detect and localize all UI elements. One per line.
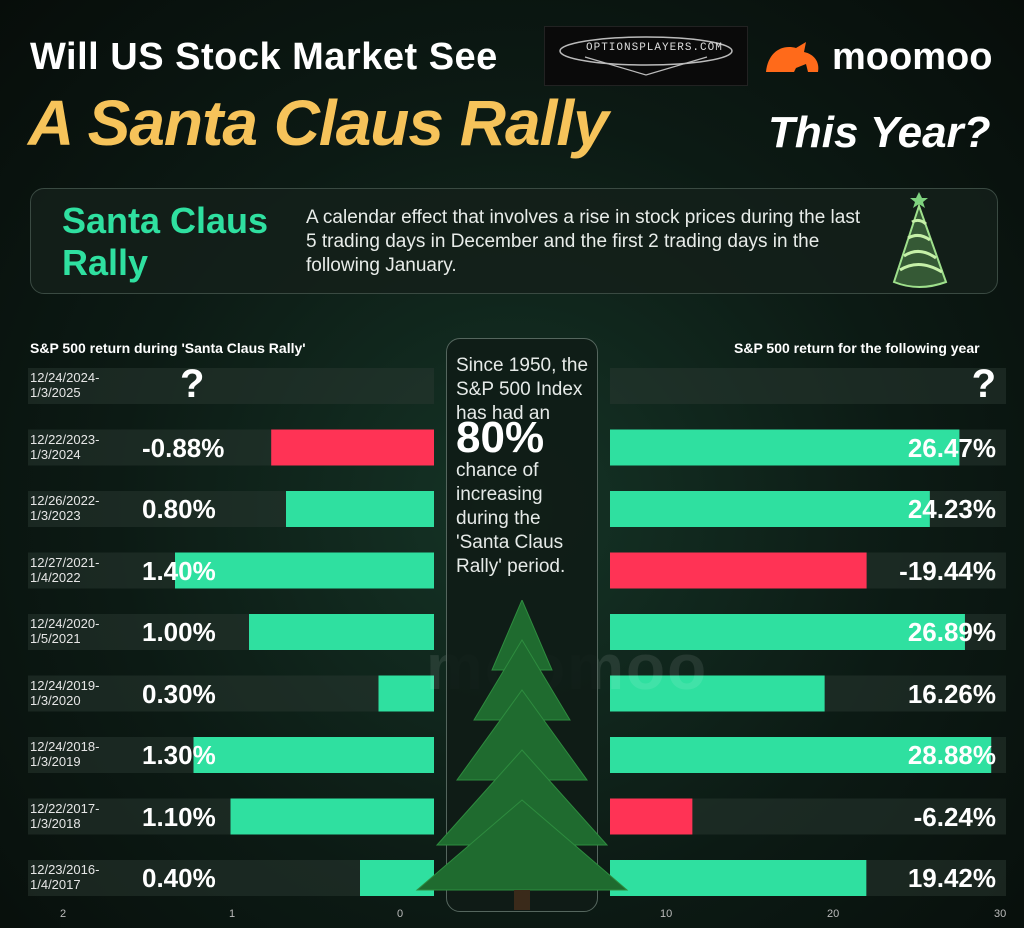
year-bar: [610, 860, 867, 896]
period-label: 12/24/2018- 1/3/2019: [30, 739, 99, 769]
rally-value-label: ?: [180, 362, 205, 406]
period-start: 12/24/2019-: [30, 677, 100, 693]
left-axis-label: S&P 500 return during 'Santa Claus Rally…: [30, 340, 306, 356]
period-start: 12/22/2023-: [30, 431, 100, 447]
period-end: 1/4/2022: [30, 569, 81, 585]
glass-tree-icon: [892, 192, 948, 288]
brand-logo: moomoo: [760, 36, 992, 79]
left-axis-tick: 0: [397, 908, 404, 920]
partner-logo-text: OPTIONSPLAYERS.COM: [586, 42, 723, 54]
period-end: 1/3/2020: [30, 692, 81, 708]
right-track: [610, 368, 1006, 404]
definition-box: [30, 188, 998, 294]
period-end: 1/3/2024: [30, 446, 81, 462]
period-label: 12/24/2019- 1/3/2020: [30, 678, 99, 708]
period-end: 1/3/2018: [30, 815, 81, 831]
rally-value-label: 0.30%: [142, 678, 216, 709]
period-label: 12/26/2022- 1/3/2023: [30, 493, 99, 523]
christmas-tree-icon: [415, 600, 629, 910]
year-value-label: -19.44%: [899, 555, 996, 586]
period-label: 12/27/2021- 1/4/2022: [30, 555, 99, 585]
right-axis-label: S&P 500 return for the following year: [734, 340, 980, 356]
rally-bar: [175, 552, 434, 589]
period-start: 12/24/2024-: [30, 370, 100, 385]
right-axis-tick: 10: [660, 908, 673, 920]
period-start: 12/26/2022-: [30, 493, 100, 508]
year-bar: [610, 429, 960, 466]
year-value-label: 24.23%: [907, 494, 996, 524]
title-line-2: A Santa Claus Rally: [28, 87, 609, 159]
left-track: [28, 368, 434, 404]
period-start: 12/22/2017-: [30, 800, 100, 816]
rally-value-label: 1.00%: [142, 617, 216, 647]
partner-logo-icon: [559, 36, 733, 76]
year-bar: [610, 798, 693, 835]
center-note: Since 1950, the S&P 500 Index has had an…: [456, 354, 594, 579]
rally-value-label: 0.40%: [142, 863, 216, 893]
center-note-pre: Since 1950, the S&P 500 Index has had an: [456, 355, 589, 424]
brand-name: moomoo: [832, 36, 993, 78]
year-value-label: ?: [971, 362, 996, 406]
center-note-post: chance of increasing during the 'Santa C…: [456, 460, 566, 577]
rally-bar: [378, 675, 434, 712]
period-start: 12/23/2016-: [30, 862, 100, 877]
period-end: 1/3/2019: [30, 754, 81, 769]
rally-bar: [230, 798, 434, 835]
title-line-1: Will US Stock Market See: [30, 36, 498, 78]
period-end: 1/3/2025: [30, 385, 81, 400]
year-value-label: 16.26%: [907, 678, 996, 709]
rally-bar: [193, 737, 434, 773]
rally-value-label: 0.80%: [142, 494, 216, 524]
period-label: 12/23/2016- 1/4/2017: [30, 862, 99, 892]
year-value-label: 19.42%: [907, 863, 996, 893]
partner-logo-box: [544, 26, 748, 86]
left-axis-tick: 1: [229, 908, 236, 920]
year-value-label: -6.24%: [913, 801, 996, 832]
year-bar: [610, 491, 930, 527]
year-value-label: 26.89%: [907, 617, 996, 647]
title-line-3: This Year?: [768, 108, 991, 157]
year-bar: [610, 614, 965, 650]
period-label: 12/22/2017- 1/3/2018: [30, 801, 99, 831]
period-label: 12/24/2024- 1/3/2025: [30, 370, 99, 400]
bull-icon: [766, 41, 819, 72]
period-start: 12/24/2018-: [30, 739, 100, 754]
rally-bar: [286, 491, 434, 527]
rally-value-label: 1.40%: [142, 555, 216, 586]
period-start: 12/27/2021-: [30, 554, 100, 570]
right-axis-tick: 20: [827, 908, 840, 920]
left-track: [28, 675, 434, 712]
rally-value-label: 1.10%: [142, 801, 216, 832]
definition-text: A calendar effect that involves a rise i…: [306, 207, 861, 276]
year-bar: [610, 737, 992, 773]
period-label: 12/24/2020- 1/5/2021: [30, 616, 99, 646]
year-value-label: 28.88%: [907, 740, 996, 770]
year-bar: [610, 675, 825, 712]
right-axis-tick: 30: [994, 908, 1007, 920]
rally-bar: [271, 429, 434, 466]
period-end: 1/5/2021: [30, 631, 81, 646]
rally-bar: [249, 614, 434, 650]
rally-value-label: 1.30%: [142, 740, 216, 770]
period-label: 12/22/2023- 1/3/2024: [30, 432, 99, 462]
definition-term: Santa Claus Rally: [62, 200, 269, 283]
period-end: 1/4/2017: [30, 877, 81, 892]
year-value-label: 26.47%: [907, 432, 996, 463]
year-bar: [610, 552, 867, 589]
center-note-stat: 80%: [456, 413, 545, 462]
left-axis-tick: 2: [60, 908, 67, 920]
period-start: 12/24/2020-: [30, 616, 100, 631]
period-end: 1/3/2023: [30, 508, 81, 523]
rally-value-label: -0.88%: [142, 432, 225, 463]
